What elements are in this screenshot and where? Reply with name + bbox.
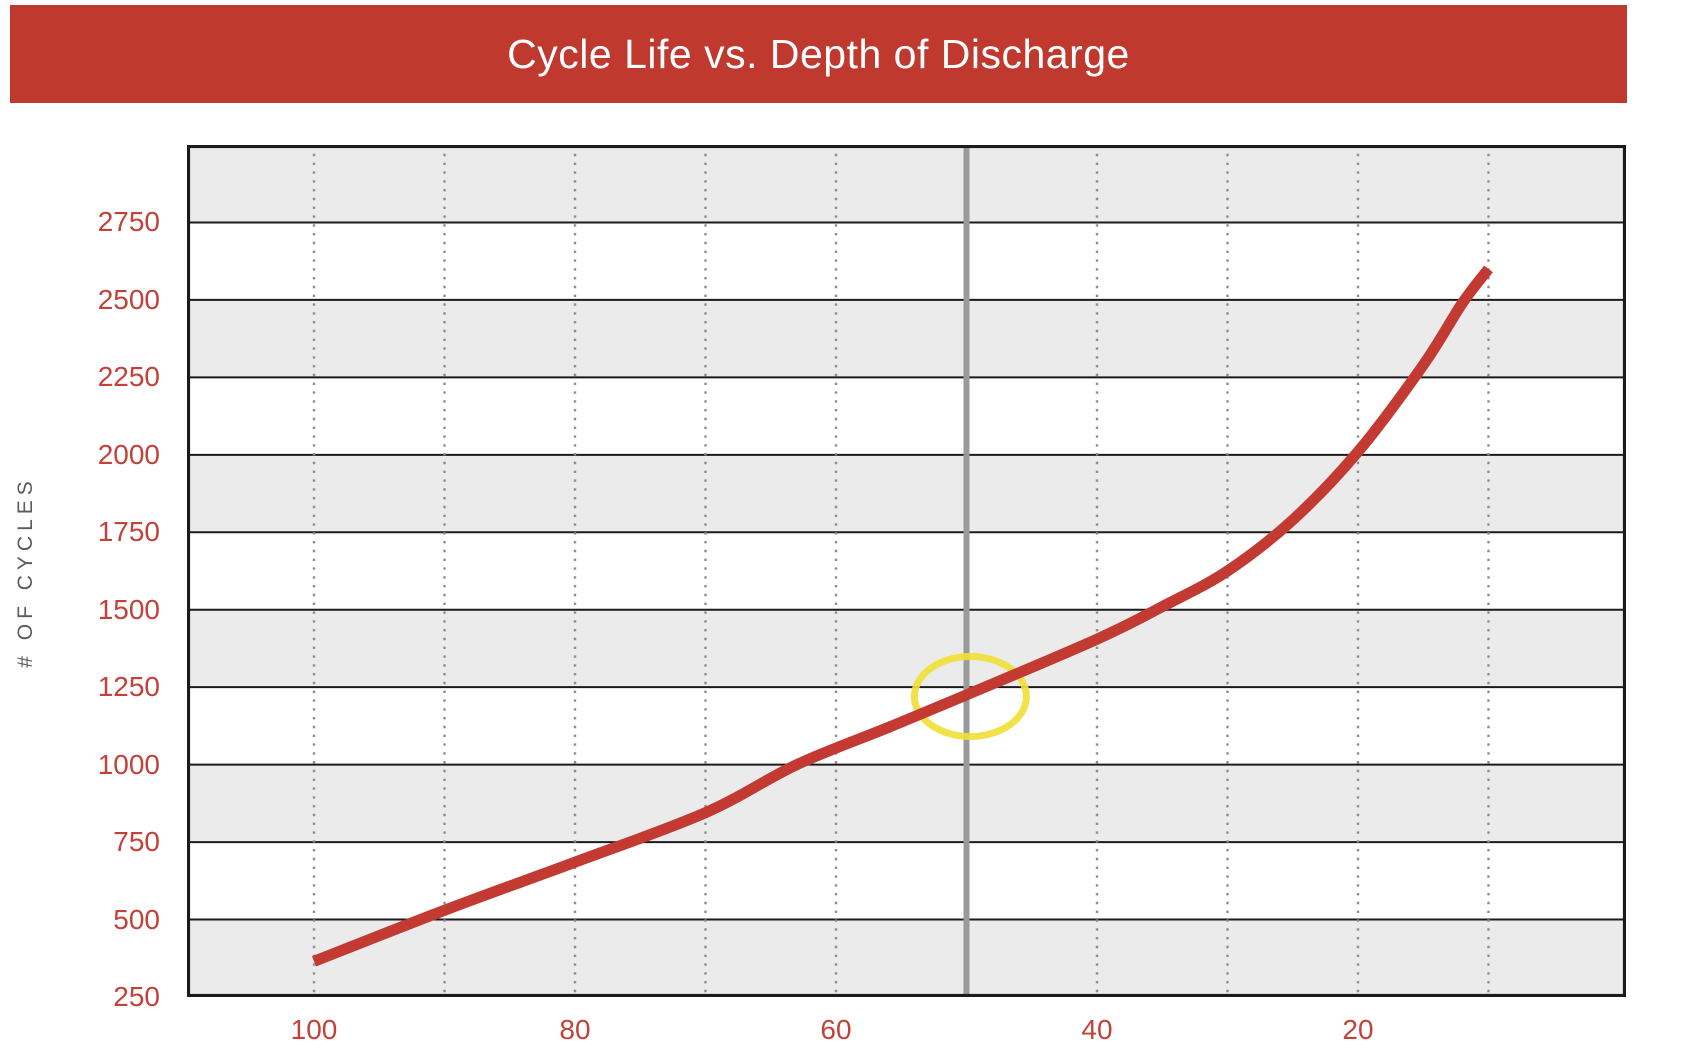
header-bar: Cycle Life vs. Depth of Discharge xyxy=(10,5,1627,103)
plot-band xyxy=(187,687,1626,765)
plot-band xyxy=(187,919,1626,997)
x-tick-label: 20 xyxy=(1342,1014,1374,1045)
y-tick-label: 2500 xyxy=(97,283,160,315)
x-tick-label: 60 xyxy=(820,1014,852,1045)
y-tick-label: 2000 xyxy=(97,438,160,470)
y-tick-label: 500 xyxy=(113,903,160,935)
y-tick-label: 2750 xyxy=(97,206,160,238)
y-tick-label: 1750 xyxy=(97,516,160,548)
y-tick-label: 250 xyxy=(113,981,160,1012)
chart-title: Cycle Life vs. Depth of Discharge xyxy=(507,30,1130,77)
y-tick-label: 1500 xyxy=(97,593,160,625)
plot-svg xyxy=(187,145,1626,997)
plot-band xyxy=(187,764,1626,843)
y-tick-label: 750 xyxy=(113,826,160,858)
plot-band xyxy=(187,145,1626,223)
cycle-life-curve xyxy=(312,265,1493,967)
x-tick-label: 100 xyxy=(290,1014,338,1045)
y-tick-label: 1000 xyxy=(97,748,160,780)
plot-band xyxy=(187,842,1626,920)
x-tick-label: 80 xyxy=(559,1014,591,1045)
plot-band xyxy=(187,532,1626,610)
y-tick-label: 2250 xyxy=(97,361,160,393)
highlight-ellipse xyxy=(910,653,1030,740)
plot-band xyxy=(187,299,1626,378)
y-tick-label: 1250 xyxy=(97,671,160,703)
plot-band xyxy=(187,454,1626,533)
y-axis-title: # OF CYCLES xyxy=(14,476,37,668)
plot-band xyxy=(187,609,1626,688)
x-tick-label: 40 xyxy=(1081,1014,1113,1045)
plot-frame xyxy=(187,145,1626,997)
plot-band xyxy=(187,222,1626,300)
